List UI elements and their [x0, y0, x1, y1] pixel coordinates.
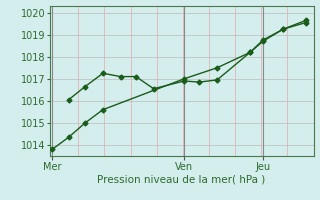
X-axis label: Pression niveau de la mer( hPa ): Pression niveau de la mer( hPa )	[98, 174, 266, 184]
